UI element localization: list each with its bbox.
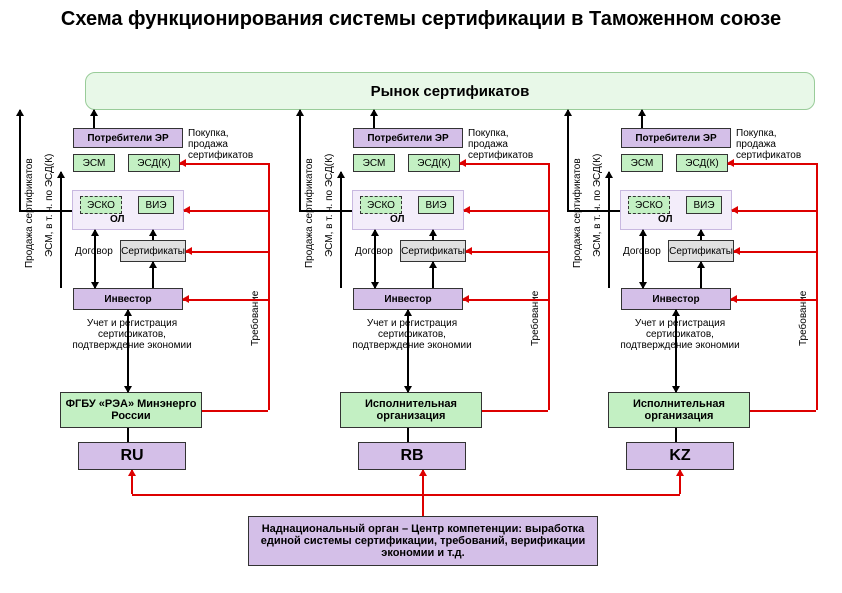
ol-label: ОЛ	[110, 214, 125, 225]
certs-box: Сертификаты	[120, 240, 186, 262]
esm-box: ЭСМ	[353, 154, 395, 172]
esm-box: ЭСМ	[73, 154, 115, 172]
investor-box: Инвестор	[621, 288, 731, 310]
ol-label: ОЛ	[658, 214, 673, 225]
market-label: Рынок сертификатов	[371, 83, 530, 100]
registration-label: Учет и регистрация сертификатов, подтвер…	[348, 318, 476, 351]
supranational-text: Наднациональный орган – Центр компетенци…	[253, 523, 593, 559]
registration-label: Учет и регистрация сертификатов, подтвер…	[68, 318, 196, 351]
exec-org-box: Исполнительная организация	[608, 392, 750, 428]
esko-box: ЭСКО	[628, 196, 670, 214]
supranational-box: Наднациональный орган – Центр компетенци…	[248, 516, 598, 566]
investor-box: Инвестор	[73, 288, 183, 310]
investor-box: Инвестор	[353, 288, 463, 310]
country-box: RU	[78, 442, 186, 470]
ol-label: ОЛ	[390, 214, 405, 225]
req-y-label: Требование	[530, 280, 541, 356]
esm-box: ЭСМ	[621, 154, 663, 172]
country-box: KZ	[626, 442, 734, 470]
esm-y-label: ЭСМ, в т. ч. по ЭСД(К)	[592, 140, 603, 270]
viz-box: ВИЭ	[138, 196, 174, 214]
viz-box: ВИЭ	[686, 196, 722, 214]
certs-box: Сертификаты	[400, 240, 466, 262]
sale-y-label: Продажа сертификатов	[572, 148, 583, 278]
esko-box: ЭСКО	[80, 196, 122, 214]
esdk-box: ЭСД(К)	[676, 154, 728, 172]
certs-box: Сертификаты	[668, 240, 734, 262]
consumers-box: Потребители ЭР	[621, 128, 731, 148]
purchase-label: Покупка, продажа сертификатов	[736, 128, 816, 161]
esdk-box: ЭСД(К)	[408, 154, 460, 172]
consumers-box: Потребители ЭР	[73, 128, 183, 148]
exec-org-box: ФГБУ «РЭА» Минэнерго России	[60, 392, 202, 428]
registration-label: Учет и регистрация сертификатов, подтвер…	[616, 318, 744, 351]
req-y-label: Требование	[798, 280, 809, 356]
esko-box: ЭСКО	[360, 196, 402, 214]
page-title: Схема функционирования системы сертифика…	[0, 8, 842, 31]
sale-y-label: Продажа сертификатов	[304, 148, 315, 278]
country-box: RB	[358, 442, 466, 470]
sale-y-label: Продажа сертификатов	[24, 148, 35, 278]
esm-y-label: ЭСМ, в т. ч. по ЭСД(К)	[324, 140, 335, 270]
consumers-box: Потребители ЭР	[353, 128, 463, 148]
purchase-label: Покупка, продажа сертификатов	[188, 128, 268, 161]
esm-y-label: ЭСМ, в т. ч. по ЭСД(К)	[44, 140, 55, 270]
esdk-box: ЭСД(К)	[128, 154, 180, 172]
purchase-label: Покупка, продажа сертификатов	[468, 128, 548, 161]
viz-box: ВИЭ	[418, 196, 454, 214]
exec-org-box: Исполнительная организация	[340, 392, 482, 428]
market-box: Рынок сертификатов	[85, 72, 815, 110]
req-y-label: Требование	[250, 280, 261, 356]
